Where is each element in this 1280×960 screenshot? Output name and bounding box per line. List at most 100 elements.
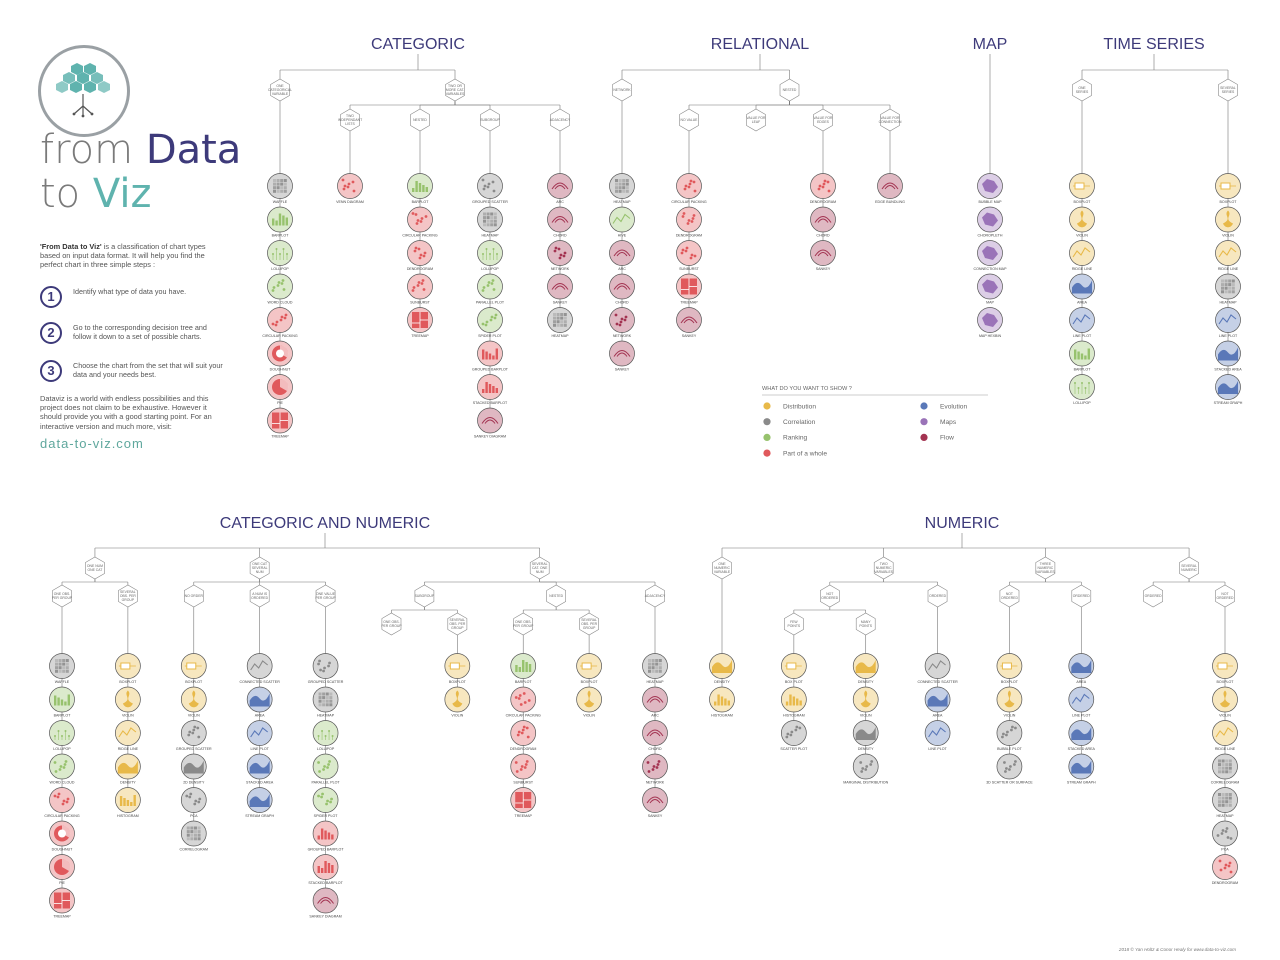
chart-2d-density[interactable]: 2D DENSITY xyxy=(180,753,207,785)
chart-sankey[interactable]: SANKEY xyxy=(547,273,573,305)
chart-dendrogram[interactable]: DENDROGRAM xyxy=(407,240,433,272)
node-one-obs-per-group[interactable]: ONE OBS.PER GROUP xyxy=(513,612,534,636)
node-nested[interactable]: NESTED xyxy=(546,584,567,608)
chart-dendrogram[interactable]: DENDROGRAM xyxy=(810,173,836,205)
chart-treemap[interactable]: TREEMAP xyxy=(676,273,702,305)
chart-scatter-plot[interactable]: SCATTER PLOT xyxy=(780,720,808,752)
chart-arc[interactable]: ARC xyxy=(642,686,668,718)
chart-boxplot[interactable]: BOXPLOT xyxy=(444,653,471,685)
chart-chord[interactable]: CHORD xyxy=(810,206,836,238)
chart-heatmap[interactable]: HEATMAP xyxy=(477,206,503,238)
chart-stacked-barplot[interactable]: STACKED BARPLOT xyxy=(473,374,508,406)
chart-ridge-line[interactable]: RIDGE LINE xyxy=(115,720,141,752)
chart-sunburst[interactable]: SUNBURST xyxy=(676,240,702,272)
chart-sankey[interactable]: SANKEY xyxy=(810,240,836,272)
chart-circular-packing[interactable]: CIRCULAR PACKING xyxy=(262,307,298,339)
chart-circular-packing[interactable]: CIRCULAR PACKING xyxy=(44,787,80,819)
chart-ridge-line[interactable]: RIDGE LINE xyxy=(1215,240,1241,272)
chart-stacked-area[interactable]: STACKED AREA xyxy=(1214,340,1242,372)
chart-circular-packing[interactable]: CIRCULAR PACKING xyxy=(671,173,707,205)
node-adjacency[interactable]: ADJACENCY xyxy=(550,108,571,132)
chart-grouped-scatter[interactable]: GROUPED SCATTER xyxy=(472,173,508,205)
legend-item-flow[interactable]: Flow xyxy=(920,433,954,442)
chart-heatmap[interactable]: HEATMAP xyxy=(609,173,635,205)
node-ordered[interactable]: ORDERED xyxy=(1143,584,1163,608)
chart-map[interactable]: MAP xyxy=(977,273,1003,305)
node-subgroup[interactable]: SUBGROUP xyxy=(414,584,435,608)
chart-sankey-diagram[interactable]: SANKEY DIAGRAM xyxy=(474,407,506,439)
chart-area[interactable]: AREA xyxy=(1068,653,1095,685)
chart-stream-graph[interactable]: STREAM GRAPH xyxy=(1214,374,1243,406)
chart-parallel-plot[interactable]: PARALLEL PLOT xyxy=(311,753,340,785)
node-subgroup[interactable]: SUBGROUP xyxy=(480,108,500,132)
legend-item-maps[interactable]: Maps xyxy=(920,418,957,426)
chart-arc[interactable]: ARC xyxy=(609,240,635,272)
chart-area[interactable]: AREA xyxy=(246,686,273,718)
chart-line-plot[interactable]: LINE PLOT xyxy=(1069,307,1095,339)
chart-parallel-plot[interactable]: PARALLEL PLOT xyxy=(476,273,505,305)
chart-hive[interactable]: HIVE xyxy=(609,206,635,238)
chart-treemap[interactable]: TREEMAP xyxy=(267,407,293,439)
chart-bubble-plot[interactable]: BUBBLE PLOT xyxy=(996,720,1023,752)
chart-sankey[interactable]: SANKEY xyxy=(609,340,635,372)
chart-pie[interactable]: PIE xyxy=(49,854,75,886)
chart-correlogram[interactable]: CORRELOGRAM xyxy=(1211,753,1240,785)
chart-barplot[interactable]: BARPLOT xyxy=(407,173,433,205)
chart-stream-graph[interactable]: STREAM GRAPH xyxy=(245,787,274,819)
chart-stream-graph[interactable]: STREAM GRAPH xyxy=(1067,753,1096,785)
chart-heatmap[interactable]: HEATMAP xyxy=(1215,273,1241,305)
chart-marginal-distribution[interactable]: MARGINAL DISTRIBUTION xyxy=(843,753,889,785)
chart-lollipop[interactable]: LOLLIPOP xyxy=(49,720,75,752)
chart-chord[interactable]: CHORD xyxy=(609,273,635,305)
chart-line-plot[interactable]: LINE PLOT xyxy=(1215,307,1241,339)
chart-stacked-barplot[interactable]: STACKED BARPLOT xyxy=(308,854,344,886)
chart-histogram[interactable]: HISTOGRAM xyxy=(115,787,141,819)
chart-doughnut[interactable]: DOUGHNUT xyxy=(267,340,293,372)
chart-word-cloud[interactable]: WORD CLOUD xyxy=(267,273,293,305)
chart-chord[interactable]: CHORD xyxy=(642,720,668,752)
chart-line-plot[interactable]: LINE PLOT xyxy=(246,720,273,752)
chart-boxplot[interactable]: BOXPLOT xyxy=(996,653,1023,685)
chart-heatmap[interactable]: HEATMAP xyxy=(547,307,573,339)
chart-treemap[interactable]: TREEMAP xyxy=(510,787,537,819)
chart-density[interactable]: DENSITY xyxy=(709,653,735,685)
chart-area[interactable]: AREA xyxy=(1069,273,1095,305)
chart-boxplot[interactable]: BOXPLOT xyxy=(115,653,141,685)
chart-grouped-barplot[interactable]: GROUPED BARPLOT xyxy=(472,340,509,372)
chart-chord[interactable]: CHORD xyxy=(547,206,573,238)
chart-correlogram[interactable]: CORRELOGRAM xyxy=(179,820,208,852)
node-one-obs-per-group[interactable]: ONE OBS.PER GROUP xyxy=(381,612,402,636)
chart-boxplot[interactable]: BOXPLOT xyxy=(1212,653,1238,685)
chart-map-hexbin[interactable]: MAP HEXBIN xyxy=(977,307,1003,339)
chart-pca[interactable]: PCA xyxy=(1212,820,1238,852)
chart-treemap[interactable]: TREEMAP xyxy=(407,307,433,339)
chart-lollipop[interactable]: LOLLIPOP xyxy=(477,240,503,272)
chart-heatmap[interactable]: HEATMAP xyxy=(642,653,668,685)
chart-network[interactable]: NETWORK xyxy=(609,307,635,339)
chart-violin[interactable]: VIOLIN xyxy=(1069,206,1095,238)
chart-treemap[interactable]: TREEMAP xyxy=(49,887,75,919)
chart-venn-diagram[interactable]: VENN DIAGRAM xyxy=(336,173,364,205)
chart-connection-map[interactable]: CONNECTION MAP xyxy=(974,240,1008,272)
chart-histogram[interactable]: HISTOGRAM xyxy=(709,686,735,718)
chart-violin[interactable]: VIOLIN xyxy=(1215,206,1241,238)
chart-circular-packing[interactable]: CIRCULAR PACKING xyxy=(402,206,438,238)
chart-doughnut[interactable]: DOUGHNUT xyxy=(49,820,75,852)
chart-pca[interactable]: PCA xyxy=(180,787,207,819)
node-no-order[interactable]: NO ORDER xyxy=(184,584,204,608)
